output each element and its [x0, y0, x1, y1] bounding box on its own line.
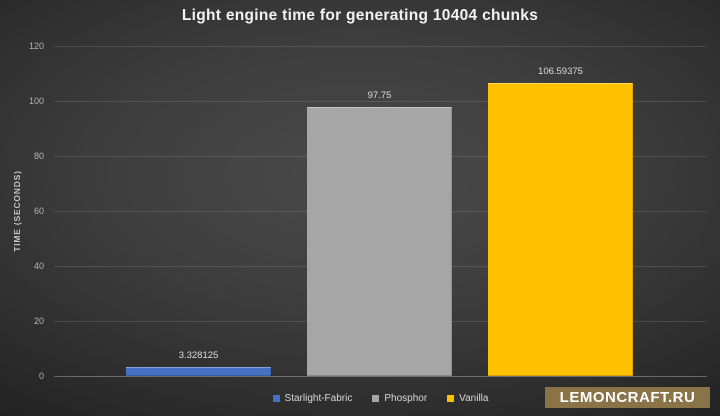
legend: Starlight-Fabric Phosphor Vanilla: [54, 392, 707, 405]
chart-title: Light engine time for generating 10404 c…: [181, 7, 539, 24]
legend-item-phosphor: Phosphor: [372, 393, 427, 404]
legend-swatch-starlight-fabric: [272, 395, 280, 402]
ytick-label-100: 100: [28, 96, 44, 106]
gridline-120: [54, 46, 707, 47]
bar-phosphor: [307, 107, 452, 376]
ytick-label-80: 80: [33, 151, 44, 161]
bar-vanilla: [488, 83, 633, 376]
legend-swatch-phosphor: [372, 395, 380, 402]
legend-label-vanilla: Vanilla: [459, 393, 489, 404]
gridline-0: [54, 376, 707, 377]
ytick-label-20: 20: [33, 316, 44, 326]
ytick-label-40: 40: [33, 261, 44, 271]
legend-label-phosphor: Phosphor: [384, 393, 428, 404]
y-axis-title: TIME (SECONDS): [12, 170, 22, 252]
watermark: LEMONCRAFT.RU: [545, 387, 710, 408]
legend-label-starlight-fabric: Starlight-Fabric: [284, 393, 353, 404]
legend-swatch-vanilla: [447, 395, 455, 402]
ytick-label-60: 60: [33, 206, 44, 216]
gridline-100: [54, 101, 707, 102]
ytick-label-120: 120: [28, 41, 44, 51]
bar-value-starlight-fabric: 3.328125: [178, 350, 219, 361]
bar-value-phosphor: 97.75: [367, 90, 392, 101]
ytick-label-0: 0: [38, 371, 44, 381]
legend-item-starlight-fabric: Starlight-Fabric: [272, 393, 353, 404]
bar-starlight-fabric: [126, 367, 271, 376]
legend-item-vanilla: Vanilla: [447, 393, 488, 404]
bar-value-vanilla: 106.59375: [538, 66, 583, 77]
